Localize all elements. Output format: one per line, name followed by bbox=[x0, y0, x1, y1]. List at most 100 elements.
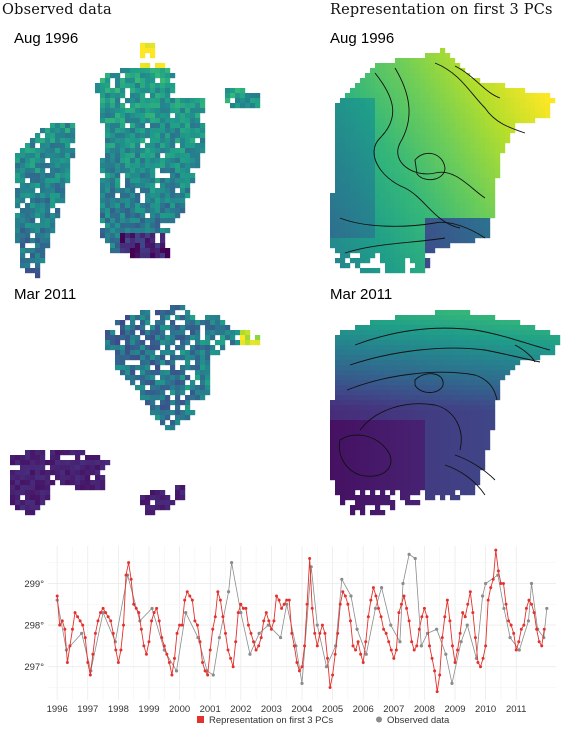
pc-point bbox=[170, 673, 174, 677]
pc-point bbox=[420, 615, 424, 619]
observed-point bbox=[217, 635, 221, 640]
map-label-observed-aug-1996: Aug 1996 bbox=[14, 30, 79, 47]
pc-point bbox=[540, 644, 544, 648]
pc-point bbox=[73, 611, 77, 615]
pc-point bbox=[458, 631, 462, 635]
x-axis-labels: 1996 1997 1998 1999 2000 2001 2002 2003 2004 2005… bbox=[47, 704, 527, 715]
pc-point bbox=[496, 569, 500, 573]
pc-point bbox=[491, 577, 495, 581]
pc-point bbox=[203, 669, 207, 673]
pc-point bbox=[433, 669, 437, 673]
pc-point bbox=[354, 648, 358, 652]
pc-point bbox=[269, 627, 273, 631]
pc-point bbox=[172, 656, 176, 660]
x-tick-label: 1998 bbox=[108, 704, 129, 715]
pc-point bbox=[374, 594, 378, 598]
y-axis-labels: 297° 298° 299° bbox=[24, 579, 44, 673]
pc-point bbox=[466, 602, 470, 606]
pc-point bbox=[239, 602, 243, 606]
observed-point bbox=[230, 561, 234, 565]
pc-point bbox=[428, 644, 432, 648]
pc-point bbox=[438, 673, 442, 677]
observed-point bbox=[364, 652, 368, 656]
pc-point bbox=[259, 636, 263, 640]
pc-point bbox=[456, 648, 460, 652]
pc-point bbox=[486, 598, 490, 602]
pc-point bbox=[394, 648, 398, 652]
pc-point bbox=[183, 598, 187, 602]
pc-point bbox=[522, 623, 526, 627]
pc-point bbox=[517, 640, 521, 644]
observed-map-mar-2011 bbox=[10, 305, 261, 516]
pc-point bbox=[417, 627, 421, 631]
pc-point bbox=[392, 656, 396, 660]
pc-point bbox=[387, 640, 391, 644]
pc-map-aug-1996 bbox=[330, 48, 556, 274]
observed-point bbox=[196, 635, 200, 640]
observed-series bbox=[55, 552, 549, 685]
pc-point bbox=[359, 652, 363, 656]
pc-point bbox=[453, 661, 457, 665]
observed-point bbox=[529, 581, 534, 586]
observed-point bbox=[419, 644, 423, 648]
pc-point bbox=[213, 615, 217, 619]
pc-point bbox=[348, 619, 352, 623]
y-tick-label: 298° bbox=[24, 621, 44, 632]
observed-point bbox=[184, 610, 188, 615]
pc-point bbox=[435, 690, 439, 694]
pc-point bbox=[114, 648, 118, 652]
map-label-pc-aug-1996: Aug 1996 bbox=[330, 30, 395, 47]
pc-point bbox=[104, 611, 108, 615]
x-tick-label: 2004 bbox=[291, 704, 312, 715]
pc-point bbox=[379, 615, 383, 619]
pc-point bbox=[308, 556, 312, 560]
pc-point bbox=[297, 669, 301, 673]
pc-point bbox=[162, 644, 166, 648]
observed-point bbox=[248, 652, 252, 656]
pc-point bbox=[300, 665, 304, 669]
right-column-title: Representation on first 3 PCs bbox=[330, 2, 553, 18]
legend-pc-swatch bbox=[197, 716, 204, 723]
pc-point bbox=[160, 636, 164, 640]
observed-point bbox=[508, 635, 512, 640]
pc-point bbox=[109, 619, 113, 623]
pc-point bbox=[326, 656, 330, 660]
pc-point bbox=[254, 648, 258, 652]
x-tick-label: 2005 bbox=[322, 704, 343, 715]
pc-point bbox=[144, 652, 148, 656]
observed-point bbox=[355, 627, 359, 631]
x-tick-label: 2002 bbox=[230, 704, 251, 715]
pc-point bbox=[461, 611, 465, 615]
pc-point bbox=[127, 561, 131, 565]
pc-point bbox=[532, 611, 536, 615]
pc-point bbox=[405, 606, 409, 610]
observed-point bbox=[373, 606, 378, 611]
pc-point bbox=[70, 627, 74, 631]
pc-point bbox=[277, 598, 281, 602]
pc-point bbox=[343, 594, 347, 598]
pc-point bbox=[155, 606, 159, 610]
pc-point bbox=[494, 548, 498, 552]
pc-point bbox=[152, 611, 156, 615]
observed-point bbox=[413, 556, 417, 561]
pc-point bbox=[58, 623, 62, 627]
observed-point bbox=[211, 673, 215, 677]
observed-point bbox=[517, 648, 521, 652]
pc-point bbox=[198, 640, 202, 644]
pc-point bbox=[241, 606, 245, 610]
pc-point bbox=[346, 602, 350, 606]
x-tick-label: 2009 bbox=[444, 704, 465, 715]
pc-point bbox=[445, 598, 449, 602]
pc-point bbox=[382, 627, 386, 631]
pc-point bbox=[150, 619, 154, 623]
pc-point bbox=[310, 606, 314, 610]
pc-point bbox=[65, 661, 69, 665]
pc-point bbox=[422, 606, 426, 610]
pc-point bbox=[282, 602, 286, 606]
pc-point bbox=[68, 644, 72, 648]
observed-point bbox=[278, 635, 283, 640]
observed-point bbox=[545, 606, 549, 611]
pc-point bbox=[246, 623, 250, 627]
pc-point bbox=[542, 627, 546, 631]
observed-line bbox=[56, 553, 548, 684]
